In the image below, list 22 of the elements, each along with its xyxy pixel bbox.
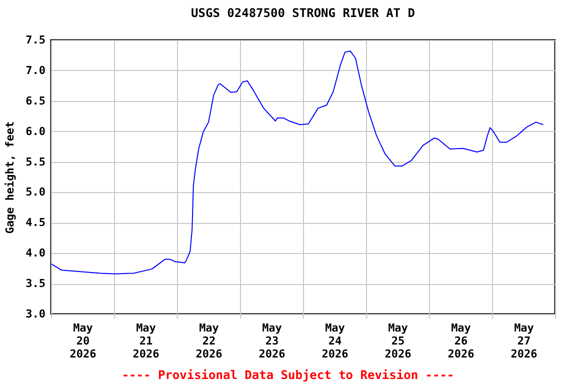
x-tick-label: May 25 2026 bbox=[384, 322, 412, 360]
y-tick-label: 3.0 bbox=[26, 308, 46, 320]
line-series bbox=[51, 50, 544, 274]
text: ---- Provisional Data Subject to Revision ---- bbox=[120, 368, 456, 382]
x-tick-label: May 23 2026 bbox=[258, 322, 286, 360]
x-tick-label: May 27 2026 bbox=[510, 322, 538, 360]
x-tick-label: May 22 2026 bbox=[196, 322, 223, 360]
x-tick-label: May 20 2026 bbox=[70, 322, 97, 360]
chart-title: USGS 02487500 STRONG RIVER AT D bbox=[191, 6, 415, 20]
y-tick-label: 7.0 bbox=[26, 64, 46, 77]
x-tick-label: May 26 2026 bbox=[448, 322, 475, 360]
y-tick-label: 6.5 bbox=[26, 94, 46, 108]
x-tick-label: May 21 2026 bbox=[132, 322, 160, 360]
y-axis-title: Gage height, feet bbox=[4, 121, 17, 234]
y-tick-label: 4.0 bbox=[26, 246, 46, 260]
x-tick-label: May 24 2026 bbox=[322, 322, 349, 360]
y-tick-label: 3.5 bbox=[26, 277, 46, 290]
y-tick-label: 4.5 bbox=[26, 216, 46, 230]
y-tick-label: 5.5 bbox=[26, 155, 46, 168]
y-tick-label: 5.0 bbox=[26, 186, 46, 199]
y-tick-label: 6.0 bbox=[26, 124, 46, 138]
y-tick-label: 7.5 bbox=[26, 34, 46, 46]
